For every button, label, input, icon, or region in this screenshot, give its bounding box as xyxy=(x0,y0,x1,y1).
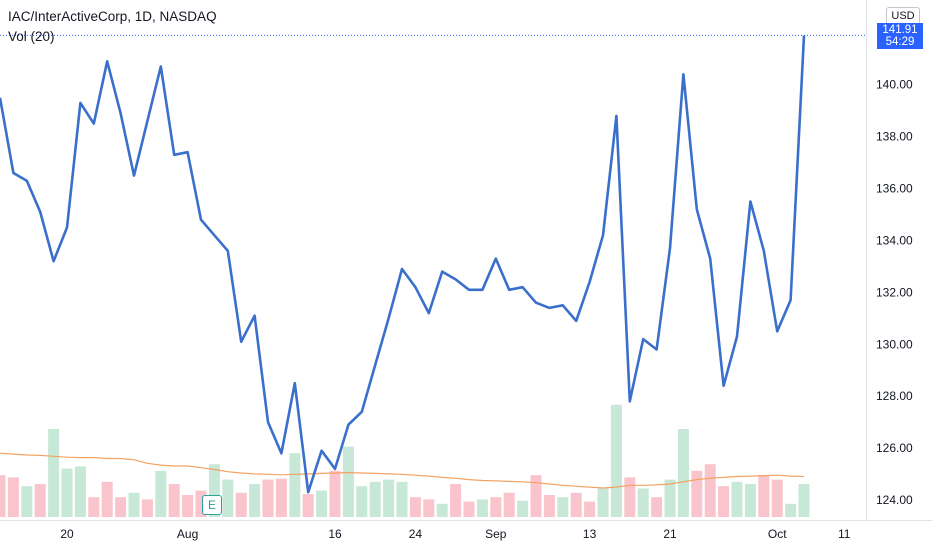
volume-bar xyxy=(677,429,689,517)
volume-bar xyxy=(88,497,100,517)
volume-bar xyxy=(182,495,194,517)
volume-bar xyxy=(61,468,73,517)
symbol-title[interactable]: IAC/InterActiveCorp, 1D, NASDAQ xyxy=(8,9,217,24)
volume-bar xyxy=(115,497,127,517)
volume-bar xyxy=(141,499,153,517)
volume-bar xyxy=(369,481,381,517)
time-tick-label: 20 xyxy=(60,527,74,541)
time-axis[interactable]: 20 Aug 16 24 Sep 13 21 Oct 11 xyxy=(60,527,850,541)
volume-bar xyxy=(155,470,167,517)
volume-bar xyxy=(249,484,261,517)
price-tick-label: 140.00 xyxy=(876,78,913,92)
volume-bar xyxy=(476,499,488,517)
volume-bar xyxy=(704,464,716,517)
volume-bar xyxy=(664,479,676,517)
volume-bar xyxy=(208,464,220,517)
volume-bar xyxy=(74,466,86,517)
volume-bar xyxy=(624,477,636,517)
volume-bar xyxy=(651,497,663,517)
volume-bar xyxy=(21,486,33,517)
volume-bar xyxy=(329,470,341,517)
price-tick-label: 134.00 xyxy=(876,233,913,247)
time-tick-label: 16 xyxy=(328,527,342,541)
volume-bar xyxy=(396,481,408,517)
last-price-value: 141.91 xyxy=(882,24,918,36)
volume-bar xyxy=(570,492,582,517)
volume-bar xyxy=(302,494,314,517)
volume-bar xyxy=(289,453,301,517)
volume-bar xyxy=(409,497,421,517)
volume-bar xyxy=(316,490,328,517)
volume-bar xyxy=(128,492,140,517)
last-price-tag: 141.91 54:29 xyxy=(877,23,923,49)
volume-bar xyxy=(490,497,502,517)
volume-bar xyxy=(517,500,529,517)
bar-countdown: 54:29 xyxy=(885,36,915,48)
volume-bar xyxy=(356,486,368,517)
time-tick-label: 13 xyxy=(583,527,597,541)
time-tick-label: 24 xyxy=(409,527,423,541)
volume-bar xyxy=(463,501,475,517)
price-tick-label: 124.00 xyxy=(876,493,913,507)
volume-bar xyxy=(450,484,462,517)
price-axis[interactable]: 124.00 126.00 128.00 130.00 132.00 134.00 136.… xyxy=(876,78,913,507)
volume-bar xyxy=(758,475,770,517)
volume-ma-line xyxy=(0,452,805,489)
volume-bar xyxy=(798,484,810,517)
volume-bar xyxy=(48,429,60,517)
volume-indicator-label[interactable]: Vol (20) xyxy=(8,29,55,44)
volume-bar xyxy=(195,490,207,517)
time-tick-label: Aug xyxy=(177,527,198,541)
volume-bar xyxy=(262,479,274,517)
volume-bar xyxy=(383,479,395,517)
volume-bar xyxy=(101,481,113,517)
currency-button[interactable]: USD xyxy=(886,7,920,26)
volume-bar xyxy=(731,481,743,517)
volume-bar xyxy=(275,478,287,517)
volume-bar xyxy=(436,503,448,517)
volume-bar xyxy=(543,495,555,517)
volume-bar xyxy=(584,501,596,517)
price-tick-label: 128.00 xyxy=(876,389,913,403)
volume-bar xyxy=(718,486,730,517)
volume-bar xyxy=(7,477,19,517)
volume-bar xyxy=(557,497,569,517)
price-tick-label: 132.00 xyxy=(876,285,913,299)
volume-bar xyxy=(530,475,542,517)
price-tick-label: 138.00 xyxy=(876,130,913,144)
volume-bar xyxy=(744,484,756,517)
volume-bar xyxy=(503,492,515,517)
volume-bar xyxy=(342,446,354,517)
time-tick-label: Oct xyxy=(768,527,787,541)
volume-bar xyxy=(610,404,622,517)
volume-bar xyxy=(691,470,703,517)
volume-bar xyxy=(785,503,797,517)
volume-bar xyxy=(34,484,46,517)
time-tick-label: 11 xyxy=(838,527,851,541)
time-tick-label: Sep xyxy=(485,527,507,541)
volume-bar xyxy=(0,475,6,517)
price-tick-label: 130.00 xyxy=(876,337,913,351)
volume-bar xyxy=(597,488,609,517)
price-line xyxy=(0,35,806,494)
volume-bar xyxy=(168,484,180,517)
volume-bar xyxy=(222,479,234,517)
volume-bar xyxy=(235,492,247,517)
price-tick-label: 136.00 xyxy=(876,182,913,196)
earnings-marker[interactable]: E xyxy=(202,495,222,515)
volume-bar xyxy=(771,479,783,517)
volume-bars xyxy=(0,404,810,517)
volume-bar xyxy=(637,488,649,517)
time-tick-label: 21 xyxy=(663,527,677,541)
volume-bar xyxy=(423,499,435,517)
price-tick-label: 126.00 xyxy=(876,441,913,455)
